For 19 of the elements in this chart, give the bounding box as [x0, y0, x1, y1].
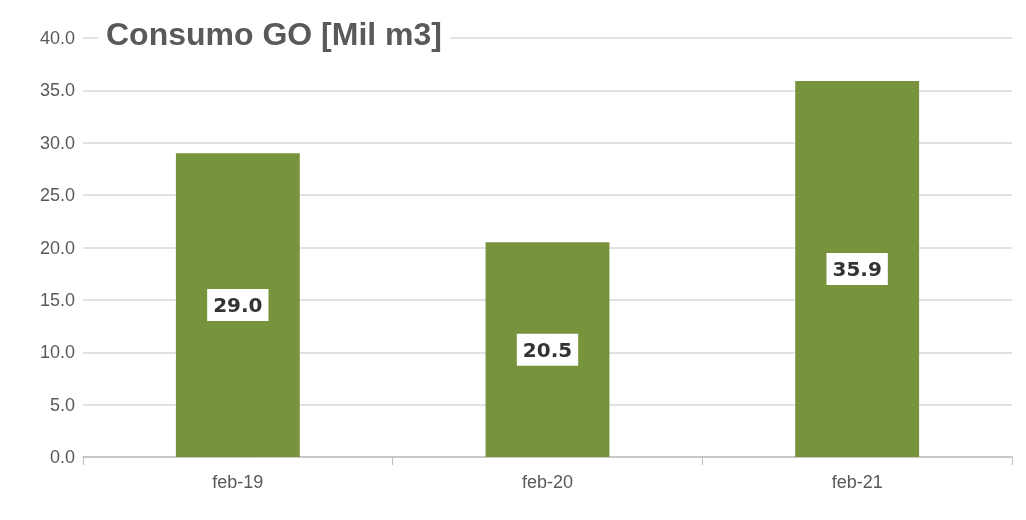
chart-title: Consumo GO [Mil m3]: [106, 16, 442, 52]
y-tick-label: 25.0: [39, 185, 75, 206]
y-tick-label: 20.0: [39, 237, 75, 258]
bar: [795, 80, 920, 457]
y-tick-label: 40.0: [39, 28, 75, 48]
data-label: 29.0: [213, 293, 263, 318]
bar: [175, 153, 300, 457]
y-tick-label: 30.0: [39, 132, 75, 153]
data-label: 35.9: [832, 256, 882, 281]
y-tick-label: 5.0: [49, 394, 75, 415]
x-tick-label: feb-19: [212, 472, 264, 492]
y-tick-label: 10.0: [39, 342, 75, 363]
bar: [485, 242, 610, 457]
x-tick-label: feb-20: [521, 472, 574, 492]
y-tick-label: 35.0: [39, 80, 75, 101]
data-label: 20.5: [522, 337, 573, 362]
x-tick-label: feb-21: [831, 472, 883, 492]
y-tick-label: 15.0: [39, 289, 75, 310]
y-tick-label: 0.0: [49, 447, 75, 467]
